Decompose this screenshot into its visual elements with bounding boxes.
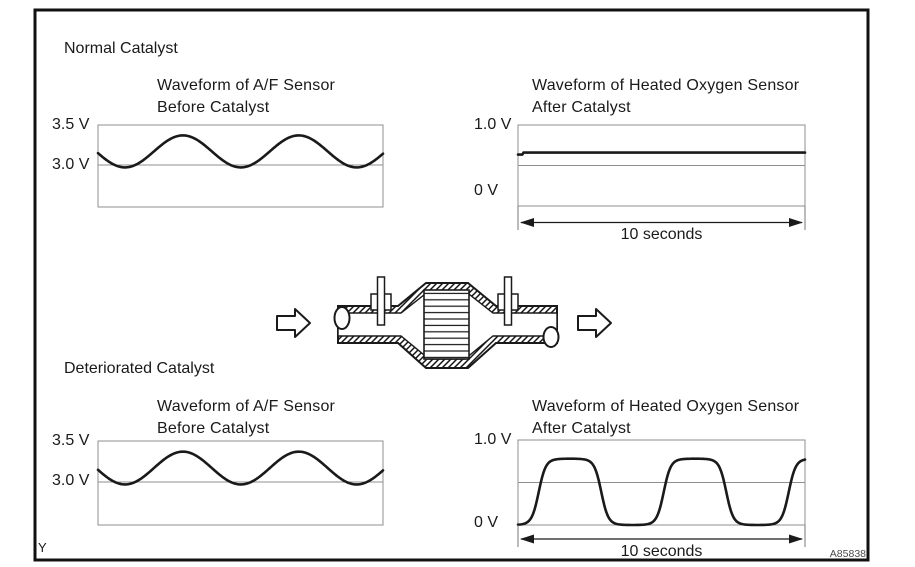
figure-code: A85838 (829, 548, 866, 560)
waveform-trace (516, 151, 807, 156)
arrowhead-right-icon (789, 218, 803, 227)
plot-frame (97, 124, 384, 208)
chart-title-o2-deteriorated-line2: After Catalyst (532, 420, 631, 437)
ytick-o2-deteriorated-1v0: 1.0 V (474, 431, 512, 448)
exhaust-flow-out-arrow-icon (577, 308, 612, 338)
chart-title-o2-normal-line1: Waveform of Heated Oxygen Sensor (532, 77, 800, 94)
chart-af-sensor-deteriorated (96, 440, 385, 526)
arrowhead-right-icon (789, 534, 803, 544)
chart-o2-sensor-normal (516, 124, 807, 230)
ytick-af-deteriorated-3v0: 3.0 V (52, 472, 90, 489)
ytick-o2-deteriorated-0v: 0 V (474, 514, 499, 531)
catalyst-substrate (423, 289, 470, 360)
ytick-af-deteriorated-3v5: 3.5 V (52, 432, 90, 449)
time-span-label-o2-normal: 10 seconds (620, 226, 703, 243)
waveform-trace (96, 134, 385, 169)
arrowhead-left-icon (520, 534, 534, 544)
plot-frame (97, 440, 384, 526)
inlet-pipe-opening (333, 306, 351, 330)
rear-oxygen-sensor-stem (503, 276, 513, 326)
catalytic-converter-illustration (276, 276, 612, 369)
chart-title-af-deteriorated-line2: Before Catalyst (157, 420, 270, 437)
chart-title-af-normal-line1: Waveform of A/F Sensor (157, 77, 336, 94)
figure-border (33, 8, 870, 562)
chart-title-af-normal-line2: Before Catalyst (157, 99, 270, 116)
chart-o2-sensor-deteriorated (516, 439, 807, 547)
ytick-o2-normal-0v: 0 V (474, 182, 499, 199)
waveform-trace (96, 450, 385, 486)
chart-title-af-deteriorated-line1: Waveform of A/F Sensor (157, 398, 336, 415)
ytick-af-normal-3v0: 3.0 V (52, 156, 90, 173)
section-heading-deteriorated: Deteriorated Catalyst (64, 360, 215, 377)
ytick-af-normal-3v5: 3.5 V (52, 116, 90, 133)
ytick-o2-normal-1v0: 1.0 V (474, 116, 512, 133)
chart-af-sensor-normal (96, 124, 385, 208)
arrowhead-left-icon (520, 218, 534, 227)
waveform-trace (516, 457, 807, 527)
exhaust-flow-in-arrow-icon (276, 308, 311, 338)
outlet-pipe-opening (542, 326, 560, 348)
time-span-label-o2-deteriorated: 10 seconds (620, 543, 703, 560)
front-oxygen-sensor-stem (376, 276, 386, 326)
chart-title-o2-deteriorated-line1: Waveform of Heated Oxygen Sensor (532, 398, 800, 415)
frame-corner-label: Y (38, 540, 47, 555)
section-heading-normal: Normal Catalyst (64, 40, 178, 57)
chart-title-o2-normal-line2: After Catalyst (532, 99, 631, 116)
